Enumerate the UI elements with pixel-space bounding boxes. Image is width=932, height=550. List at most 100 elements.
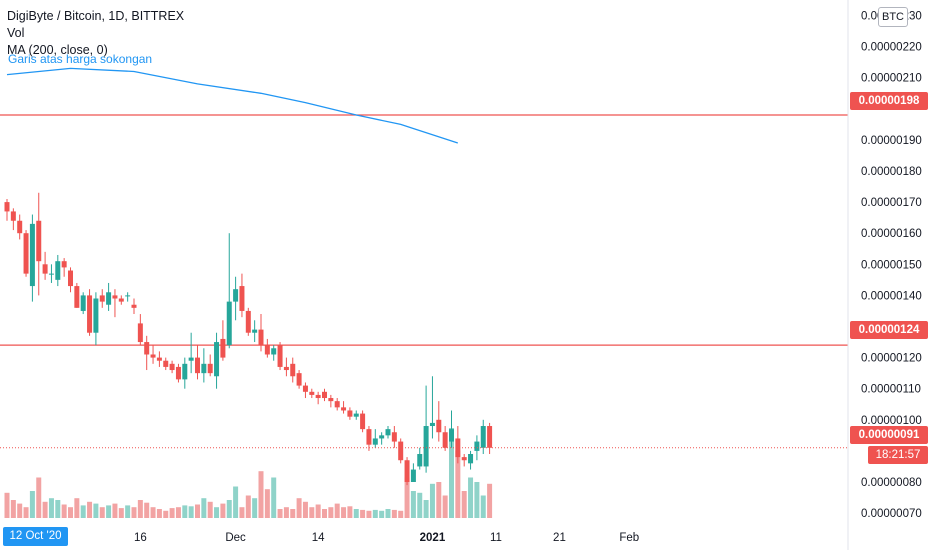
candle-body <box>423 426 429 467</box>
volume-bar <box>17 503 23 518</box>
volume-bar <box>264 489 270 518</box>
candle-body <box>42 264 48 274</box>
candle-body <box>201 363 207 374</box>
price-tag-current: 0.00000091 <box>850 426 928 444</box>
volume-bar <box>468 477 474 518</box>
candle-body <box>258 329 264 346</box>
volume-bar <box>156 509 162 518</box>
candle-body <box>385 429 391 436</box>
volume-bar <box>360 509 366 518</box>
bar-countdown: 18:21:57 <box>868 446 928 464</box>
candle-body <box>144 342 150 355</box>
candle-body <box>328 398 334 402</box>
y-tick-label: 0.00000120 <box>861 353 922 365</box>
candle-body <box>175 366 181 380</box>
candle-body <box>118 298 124 302</box>
candle-body <box>417 454 423 467</box>
horizontal-lines[interactable] <box>0 114 848 346</box>
volume-bar <box>163 510 169 518</box>
candle-body <box>468 454 474 464</box>
volume-bar <box>214 507 220 518</box>
volume-bar <box>106 505 112 518</box>
candle-body <box>87 295 93 333</box>
volume-indicator-label[interactable]: Vol <box>7 26 25 40</box>
volume-bar <box>385 509 391 518</box>
currency-button[interactable]: BTC <box>878 7 908 27</box>
symbol-title[interactable]: DigiByte / Bitcoin, 1D, BITTREX <box>7 9 185 23</box>
volume-bar <box>207 501 213 518</box>
volume-bar <box>4 492 10 518</box>
volume-bar <box>429 483 435 518</box>
y-tick-label: 0.00000140 <box>861 290 922 302</box>
candle-body <box>252 329 258 333</box>
volume-bar <box>125 505 131 518</box>
price-tag-middle-line: 0.00000124 <box>850 321 928 339</box>
volume-bar <box>322 509 327 518</box>
time-axis[interactable]: Nov16Dec1420211121Feb <box>35 532 639 544</box>
candle-body <box>366 429 372 445</box>
candle-body <box>214 342 220 377</box>
y-tick-label: 0.00000160 <box>861 228 922 240</box>
ma-200-line <box>6 67 459 144</box>
volume-bar <box>480 495 486 518</box>
volume-bar <box>487 483 493 518</box>
candle-body <box>93 298 99 333</box>
candle-body <box>207 363 213 374</box>
candle-body <box>309 391 315 395</box>
volume-bar <box>258 471 264 518</box>
volume-bar <box>341 507 347 518</box>
y-tick-label: 0.00000110 <box>861 384 921 396</box>
candle-body <box>271 348 277 355</box>
candle-body <box>347 410 353 417</box>
volume-bar <box>334 503 340 518</box>
candle-body <box>195 357 200 374</box>
volume-bar <box>226 500 232 518</box>
candle-body <box>290 363 296 377</box>
volume-bar <box>372 509 378 518</box>
volume-bar <box>296 498 302 518</box>
y-tick-label: 0.00000190 <box>861 135 922 147</box>
candle-body <box>188 357 194 361</box>
candle-body <box>455 438 461 458</box>
volume-bar <box>220 503 226 518</box>
candle-body <box>429 422 435 427</box>
volume-bars <box>4 428 493 518</box>
candle-body <box>283 366 289 371</box>
volume-bar <box>449 428 454 518</box>
volume-bar <box>239 507 245 518</box>
candle-body <box>125 295 131 297</box>
x-tick-label: Feb <box>619 532 639 544</box>
candle-body <box>436 419 442 433</box>
volume-bar <box>423 500 429 518</box>
y-tick-label: 0.00000210 <box>861 73 922 85</box>
volume-bar <box>80 505 86 518</box>
candle-body <box>99 295 105 302</box>
volume-bar <box>461 491 467 518</box>
support-line-annotation[interactable]: Garis atas harga sokongan <box>8 52 153 66</box>
candle-body <box>48 273 54 275</box>
volume-bar <box>175 507 181 518</box>
volume-bar <box>36 477 42 518</box>
candle-body <box>226 301 232 346</box>
candle-body <box>4 202 10 212</box>
candle-body <box>379 435 385 439</box>
volume-bar <box>55 500 61 518</box>
candle-body <box>150 354 156 358</box>
candle-body <box>182 363 188 380</box>
volume-bar <box>150 507 156 518</box>
candle-body <box>334 401 340 408</box>
volume-bar <box>398 510 404 518</box>
candle-body <box>480 426 486 448</box>
volume-bar <box>315 504 321 518</box>
candle-body <box>163 360 169 367</box>
candle-body <box>487 426 493 448</box>
volume-bar <box>277 509 283 518</box>
candle-body <box>74 286 80 308</box>
volume-bar <box>302 501 308 518</box>
volume-bar <box>137 500 143 518</box>
ma-indicator-label[interactable]: MA (200, close, 0) <box>7 43 108 57</box>
volume-bar <box>29 491 35 518</box>
x-tick-label: 14 <box>312 532 325 544</box>
volume-bar <box>112 503 118 518</box>
